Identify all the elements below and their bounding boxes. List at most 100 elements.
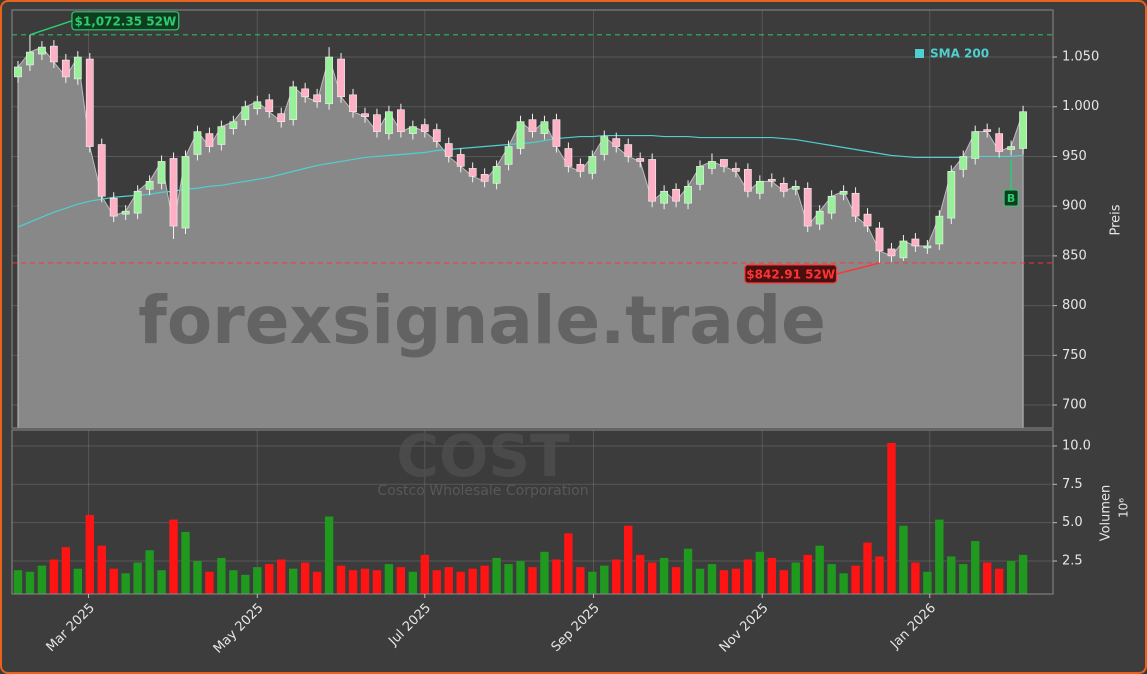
volume-bar [636,554,645,594]
signal-label: B [1007,192,1015,205]
candle-body [696,166,704,185]
candle-body [803,187,812,227]
candle-body [85,58,94,147]
candle-body [528,119,537,132]
volume-bar [875,556,884,594]
volume-bar [121,573,130,594]
volume-bar [372,570,382,594]
candle-body [875,227,884,252]
candle-body [385,111,393,134]
annotation-box [71,11,180,31]
volume-bar [145,550,154,594]
candle-body [420,124,429,132]
volume-bar [217,557,226,594]
candle-body [468,168,477,177]
candle-body [959,156,968,170]
candle-body [265,99,274,113]
candle-body [145,181,154,190]
candle-body [755,181,764,194]
price-frame [11,9,1054,429]
volume-frame [11,429,1054,595]
candle-body [157,161,166,184]
candle-body [14,66,22,78]
volume-bar [528,567,537,594]
volume-bar [61,547,71,594]
signal-box [1003,189,1019,207]
volume-bar [540,551,549,594]
candle-body [971,131,980,159]
volume-bar [241,574,250,594]
volume-bar [923,571,932,594]
volume-bar [468,568,477,594]
volume-bar [659,557,669,594]
volume-bar [564,533,573,594]
volume-bar [994,568,1004,594]
volume-bar [887,442,896,594]
volume-bar [899,525,908,594]
candle-body [241,106,250,120]
annotation-box [744,264,838,284]
volume-bar [97,545,106,594]
candle-body [995,133,1004,152]
volume-bar [731,568,741,594]
candle-body [600,136,609,155]
volume-bar [480,565,489,594]
volume-bar [408,571,418,594]
volume-bar [815,545,824,594]
volume-bar [959,564,968,594]
volume-bar [73,568,82,594]
volume-bar [25,571,35,594]
data-layer: SMA 200 $1,072.35 52W $842.91 52W B [12,11,1053,594]
volume-bar [229,570,238,594]
volume-bar [456,571,465,594]
candle-body [97,144,106,197]
volume-bar [396,567,406,594]
candle-body [779,183,788,192]
candle-body [887,248,896,257]
candle-body [983,129,992,132]
volume-bar [109,568,118,594]
candle-body [408,126,417,134]
watermark-layer: forexsignale.trade COST Costco Wholesale… [138,282,826,499]
volume-bar [647,562,657,594]
volume-bar [827,564,836,594]
candle-body [373,114,381,132]
candle-body [396,109,405,132]
candle-body [26,51,34,66]
volume-axis-label: Volumen [1099,485,1114,542]
candle-body [49,45,58,63]
candle-body [672,188,680,202]
candle-body [863,213,872,227]
x-tick-label: Jan 2026 [887,601,939,653]
candle-body [205,133,214,147]
volume-bar [181,531,190,594]
x-tick-label: Nov 2025 [717,601,772,656]
candle-body [720,159,728,167]
candle-body [624,144,633,157]
volume-bar [133,562,142,594]
annotation-arrow [836,262,880,275]
candle-body [121,210,130,215]
volume-bar [37,565,47,594]
volume-bar [671,567,681,594]
candle-body [636,158,645,162]
legend-swatch [915,49,924,58]
volume-bar [588,571,597,594]
y-tick-label: 950 [1062,149,1087,164]
y-tick-label: 700 [1062,398,1087,413]
company-watermark: Costco Wholesale Corporation [377,483,588,499]
legend-label: SMA 200 [930,47,989,61]
y-tick-label: 800 [1062,298,1087,313]
volume-tick-label: 10.0 [1062,438,1091,453]
volume-bar [324,516,334,594]
volume-bar [767,557,776,594]
volume-bar [576,567,585,594]
volume-bar [600,565,609,594]
candle-body [444,143,453,157]
volume-offset-text: 10⁶ [1117,498,1131,518]
volume-bar [444,567,453,594]
volume-bar [612,559,621,594]
candle-body [708,161,716,169]
volume-bar [971,541,980,594]
annotation-label: $842.91 52W [746,267,835,281]
